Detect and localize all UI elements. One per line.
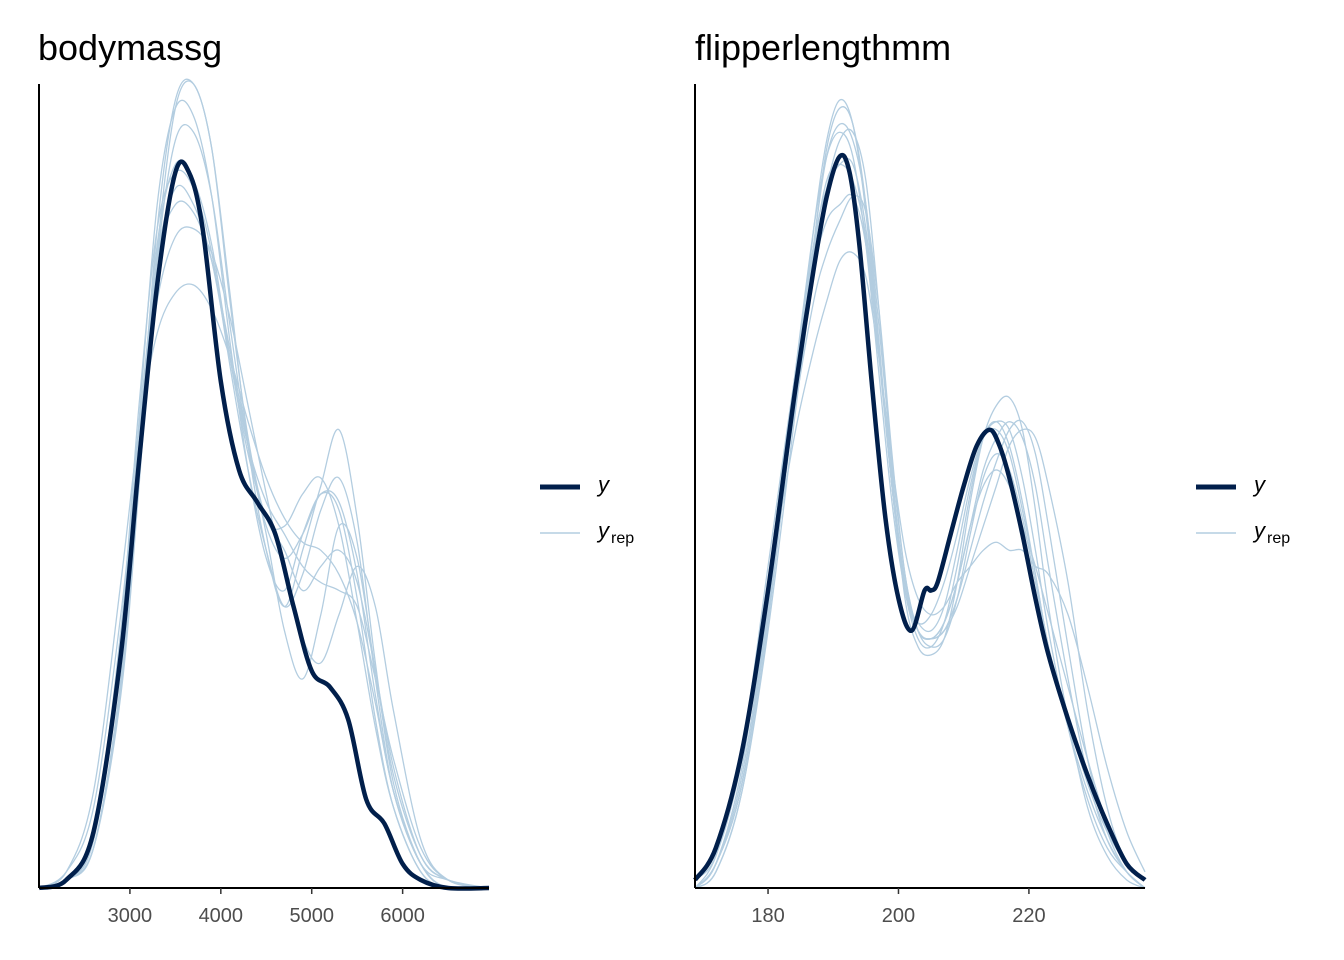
density-line-yrep-1-flipperlengthmm (694, 131, 1146, 889)
legend-label-y: y (1252, 472, 1267, 497)
density-line-yrep-5-bodymassg (38, 124, 490, 891)
x-tick-label-flipperlengthmm: 220 (1012, 905, 1045, 927)
legend-label-y: y (596, 472, 611, 497)
x-tick-label-flipperlengthmm: 200 (882, 905, 915, 927)
legend-flipperlengthmm: y y rep (1196, 472, 1290, 547)
density-line-yrep-1-bodymassg (38, 283, 490, 889)
density-line-yrep-7-flipperlengthmm (694, 195, 1146, 881)
x-ticks-bodymassg: 3000 4000 5000 6000 (108, 888, 425, 927)
panel-flipperlengthmm: flipperlengthmm 180 200 220 y y rep (693, 27, 1290, 927)
legend-bodymassg: y y rep (540, 472, 634, 547)
x-tick-label-bodymassg: 6000 (380, 905, 425, 927)
legend-label-yrep: y rep (596, 518, 634, 547)
density-line-yrep-3-flipperlengthmm (694, 128, 1146, 889)
panel-bodymassg: bodymassg 3000 4000 5000 6000 y y rep (38, 27, 634, 927)
panel-title-flipperlengthmm: flipperlengthmm (695, 27, 951, 68)
legend-label-yrep: y rep (1252, 518, 1290, 547)
density-line-yrep-8-flipperlengthmm (694, 251, 1146, 881)
x-tick-label-bodymassg: 5000 (289, 905, 334, 927)
density-line-y-flipperlengthmm (693, 152, 1147, 882)
x-tick-label-flipperlengthmm: 180 (751, 905, 784, 927)
density-line-yrep-4-flipperlengthmm (694, 106, 1146, 889)
density-line-yrep-4-bodymassg (38, 169, 490, 891)
x-ticks-flipperlengthmm: 180 200 220 (751, 888, 1046, 927)
density-line-yrep-2-flipperlengthmm (694, 98, 1146, 889)
y-line-bodymassg (38, 159, 490, 891)
panel-title-bodymassg: bodymassg (38, 27, 222, 68)
yrep-lines-flipperlengthmm (694, 98, 1146, 889)
density-line-yrep-10-bodymassg (38, 80, 490, 891)
x-tick-label-bodymassg: 4000 (199, 905, 244, 927)
density-line-yrep-6-flipperlengthmm (694, 193, 1146, 889)
density-line-yrep-9-flipperlengthmm (694, 122, 1146, 889)
density-line-yrep-5-flipperlengthmm (694, 157, 1146, 889)
density-line-yrep-9-bodymassg (38, 226, 490, 889)
x-tick-label-bodymassg: 3000 (108, 905, 153, 927)
density-line-yrep-10-flipperlengthmm (694, 163, 1146, 889)
y-line-flipperlengthmm (693, 152, 1147, 882)
density-line-y-bodymassg (38, 159, 490, 891)
